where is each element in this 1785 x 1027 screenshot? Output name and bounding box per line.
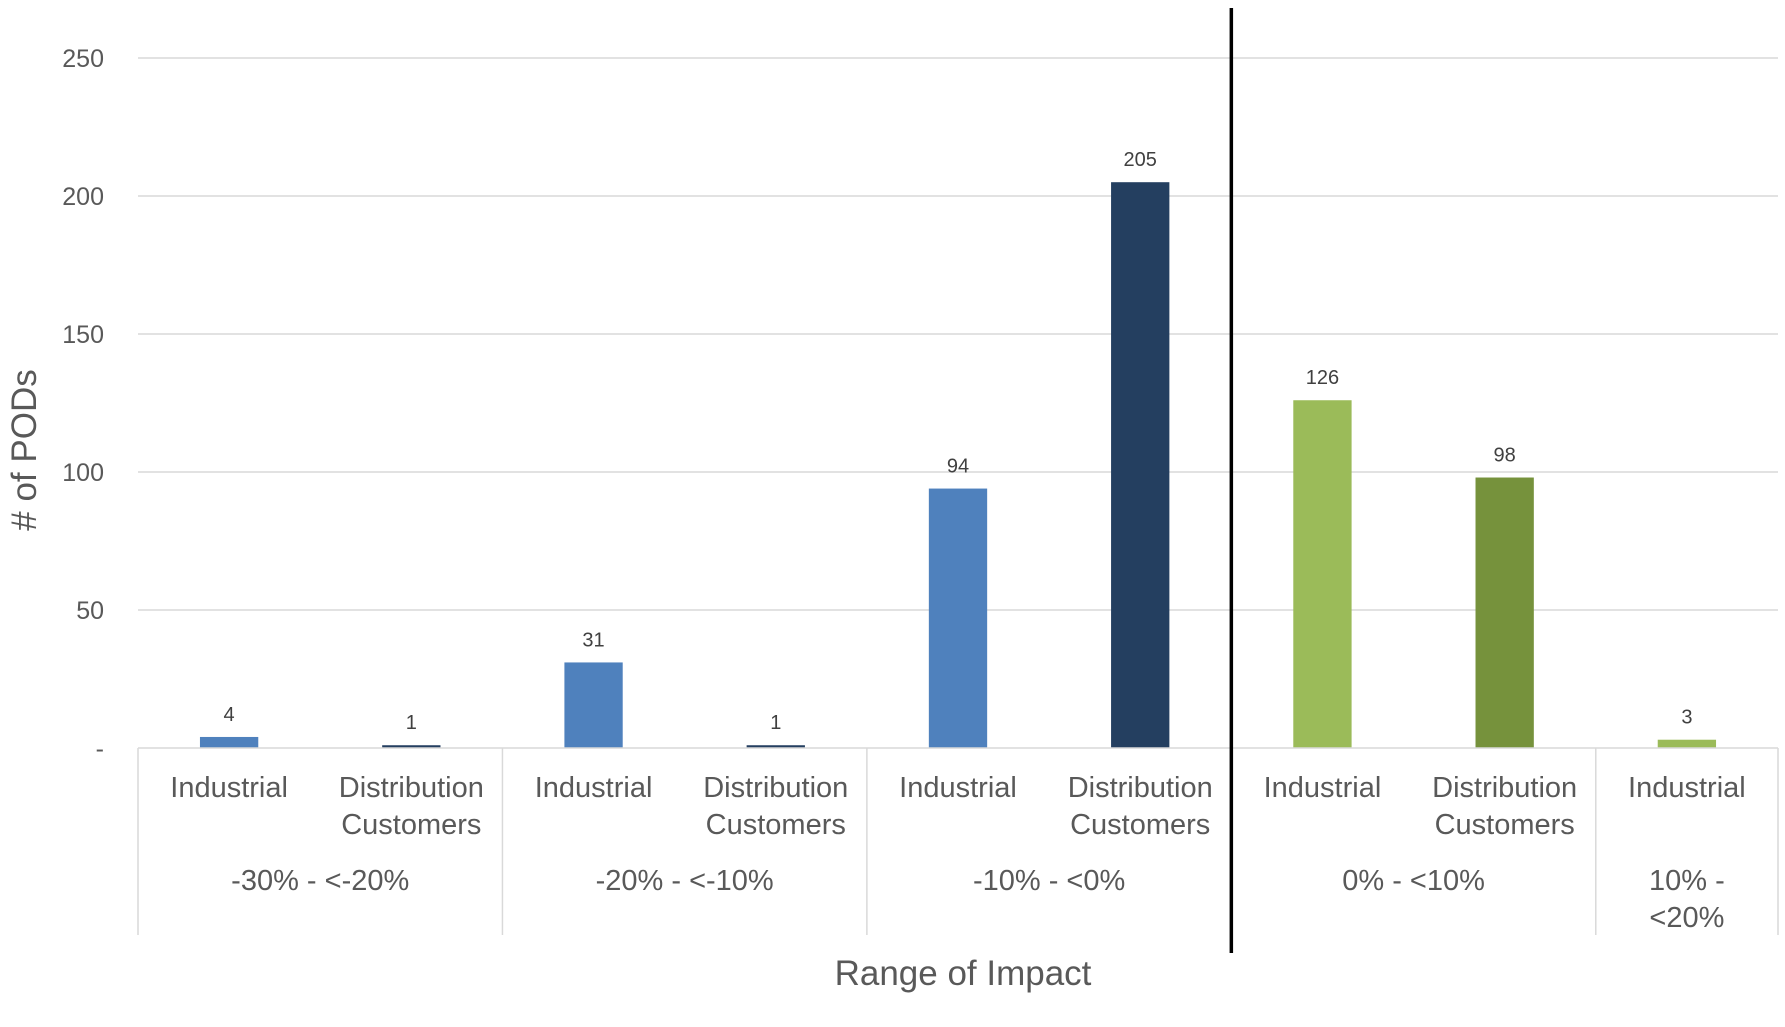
x-category-label: Customers xyxy=(1435,809,1575,841)
x-category-label: Industrial xyxy=(899,772,1017,804)
x-group-label: -10% - <0% xyxy=(973,865,1125,897)
x-category-label: Industrial xyxy=(1628,772,1746,804)
x-category-label: Industrial xyxy=(170,772,288,804)
x-category-label: Customers xyxy=(1070,809,1210,841)
data-label: 4 xyxy=(224,704,235,726)
y-tick-label: 150 xyxy=(62,321,104,349)
axes: - 50 100 150 200 250 Industrial Distribution Cus… xyxy=(62,8,1779,953)
x-group-label: -20% - <-10% xyxy=(596,865,774,897)
data-label: 3 xyxy=(1681,707,1692,729)
bars xyxy=(199,182,1717,748)
data-labels: 4 1 31 1 94 205 126 98 3 xyxy=(224,149,1693,734)
bar xyxy=(199,736,259,748)
bar xyxy=(564,662,623,748)
bar xyxy=(746,745,805,748)
data-label: 94 xyxy=(947,456,969,478)
data-label: 98 xyxy=(1494,445,1516,467)
x-group-label: 0% - <10% xyxy=(1342,865,1485,897)
bar xyxy=(928,488,988,748)
bar xyxy=(1111,182,1170,748)
x-category-label: Distribution xyxy=(1432,772,1577,804)
bar xyxy=(1475,477,1534,748)
bar xyxy=(1657,739,1717,748)
x-category-label: Customers xyxy=(341,809,481,841)
data-label: 1 xyxy=(406,712,417,734)
data-label: 31 xyxy=(582,629,604,651)
x-category-label: Industrial xyxy=(535,772,653,804)
y-axis-title: # of PODs xyxy=(5,369,44,530)
data-label: 1 xyxy=(770,712,781,734)
x-group-label: 10% - xyxy=(1649,865,1725,897)
x-category-label: Distribution xyxy=(703,772,848,804)
y-tick-label: 100 xyxy=(62,459,104,487)
data-label: 126 xyxy=(1306,367,1339,389)
x-category-label: Industrial xyxy=(1264,772,1382,804)
y-tick-label: 250 xyxy=(62,45,104,73)
bar xyxy=(1293,400,1352,748)
x-category-label: Distribution xyxy=(1068,772,1213,804)
x-group-label: -30% - <-20% xyxy=(231,865,409,897)
y-tick-label: 50 xyxy=(76,597,104,625)
x-category-label: Customers xyxy=(706,809,846,841)
x-group-label: <20% xyxy=(1649,902,1724,934)
bar xyxy=(382,745,441,748)
data-label: 205 xyxy=(1124,149,1157,171)
y-tick-label: 200 xyxy=(62,183,104,211)
x-axis-title: Range of Impact xyxy=(835,954,1092,993)
y-tick-label: - xyxy=(96,735,104,763)
x-category-label: Distribution xyxy=(339,772,484,804)
